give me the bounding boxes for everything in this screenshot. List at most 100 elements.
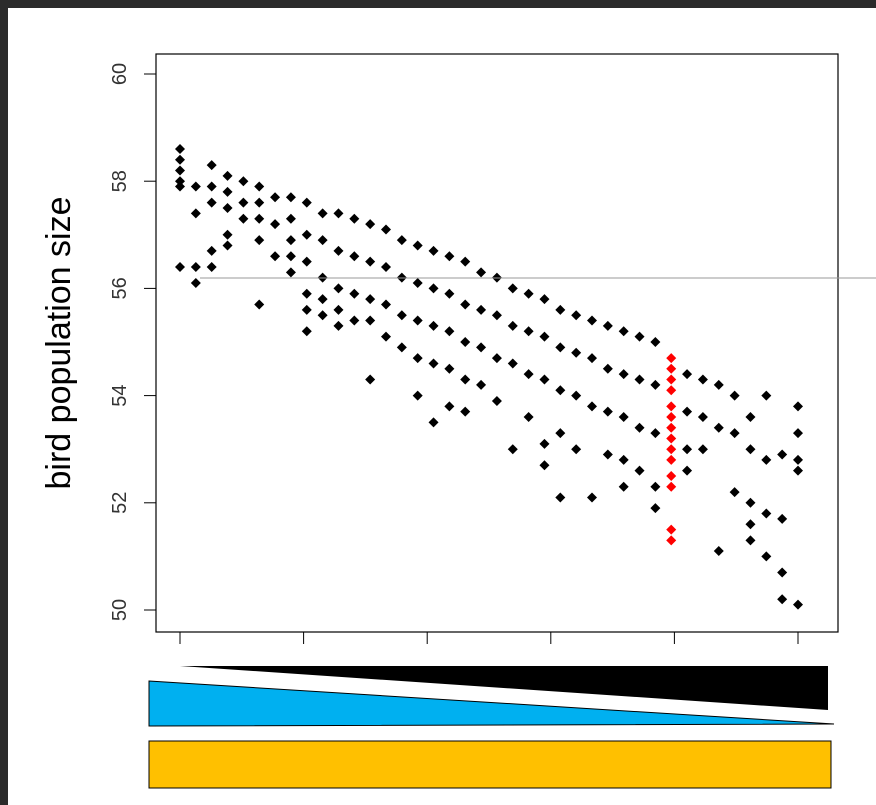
data-point: [301, 326, 312, 337]
data-point: [285, 267, 296, 278]
data-point: [222, 186, 233, 197]
data-point: [555, 342, 566, 353]
data-point: [460, 299, 471, 310]
data-point: [175, 165, 185, 176]
data-point: [587, 315, 597, 326]
data-point: [555, 492, 566, 503]
data-point: [571, 444, 582, 455]
data-point: [285, 235, 296, 246]
data-point: [761, 551, 772, 562]
data-point: [460, 406, 471, 417]
y-axis-title: bird population size: [40, 197, 78, 490]
highlighted-data-point: [666, 444, 677, 455]
data-point: [793, 401, 803, 412]
data-point: [555, 428, 566, 439]
data-point: [682, 444, 693, 455]
data-point: [254, 181, 265, 192]
data-point: [222, 170, 233, 181]
data-point: [206, 181, 217, 192]
black-wedge: [180, 666, 828, 710]
data-point: [618, 369, 629, 380]
data-point: [745, 535, 756, 546]
data-point: [491, 310, 502, 321]
data-point: [697, 412, 708, 423]
highlighted-data-point: [666, 471, 677, 481]
y-tick-label: 56: [109, 277, 131, 299]
data-point: [650, 428, 661, 439]
data-point: [682, 406, 693, 417]
data-point: [333, 283, 344, 294]
data-point: [175, 176, 185, 187]
data-point: [317, 208, 328, 219]
data-point: [254, 299, 265, 310]
data-point: [523, 412, 534, 423]
data-point: [412, 315, 423, 326]
data-point: [587, 492, 597, 503]
data-point: [349, 213, 360, 224]
y-tick-label: 58: [109, 170, 131, 192]
data-point: [190, 278, 201, 289]
data-point: [460, 337, 471, 347]
data-point: [571, 347, 582, 358]
data-point: [206, 197, 217, 208]
data-point: [222, 229, 233, 240]
data-points: [175, 144, 803, 610]
y-tick-label: 60: [109, 63, 131, 85]
data-point: [428, 245, 439, 256]
data-point: [634, 331, 645, 342]
highlighted-data-point: [666, 433, 677, 444]
data-point: [444, 363, 455, 374]
data-point: [190, 261, 201, 272]
data-point: [270, 192, 281, 203]
data-point: [523, 369, 534, 380]
data-point: [793, 454, 803, 465]
data-point: [381, 261, 391, 272]
scatter-plot: 50 52 54 56 58 60 bird population size: [40, 53, 876, 789]
data-point: [349, 288, 360, 299]
data-point: [713, 379, 724, 390]
data-point: [618, 454, 629, 465]
data-point: [238, 197, 249, 208]
data-point: [333, 320, 344, 331]
data-point: [476, 267, 487, 278]
highlighted-data-point: [666, 524, 677, 535]
data-point: [587, 401, 597, 412]
data-point: [729, 428, 740, 439]
data-point: [317, 294, 328, 305]
data-point: [650, 379, 661, 390]
data-point: [793, 428, 803, 439]
data-point: [602, 449, 613, 460]
data-point: [745, 444, 756, 455]
data-point: [412, 390, 423, 401]
data-point: [396, 342, 407, 353]
highlighted-data-point: [666, 363, 677, 374]
data-point: [571, 390, 582, 401]
data-point: [507, 444, 518, 455]
data-point: [349, 315, 360, 326]
data-point: [365, 219, 376, 230]
data-point: [618, 412, 629, 423]
data-point: [555, 385, 566, 396]
data-point: [507, 283, 518, 294]
data-point: [777, 594, 788, 605]
data-point: [254, 197, 265, 208]
data-point: [777, 567, 788, 578]
y-tick-label: 52: [109, 492, 131, 514]
data-point: [539, 460, 550, 471]
data-point: [476, 379, 487, 390]
data-point: [745, 412, 756, 423]
data-point: [682, 369, 693, 380]
data-point: [175, 144, 185, 155]
data-point: [175, 181, 185, 192]
data-point: [412, 240, 423, 251]
data-point: [539, 331, 550, 342]
data-point: [460, 374, 471, 385]
y-axis: 50 52 54 56 58 60: [109, 63, 157, 621]
data-point: [444, 326, 455, 337]
data-point: [301, 288, 312, 299]
data-point: [761, 454, 772, 465]
data-point: [301, 229, 312, 240]
data-point: [523, 288, 534, 299]
y-tick-label: 50: [109, 599, 131, 621]
data-point: [365, 315, 376, 326]
